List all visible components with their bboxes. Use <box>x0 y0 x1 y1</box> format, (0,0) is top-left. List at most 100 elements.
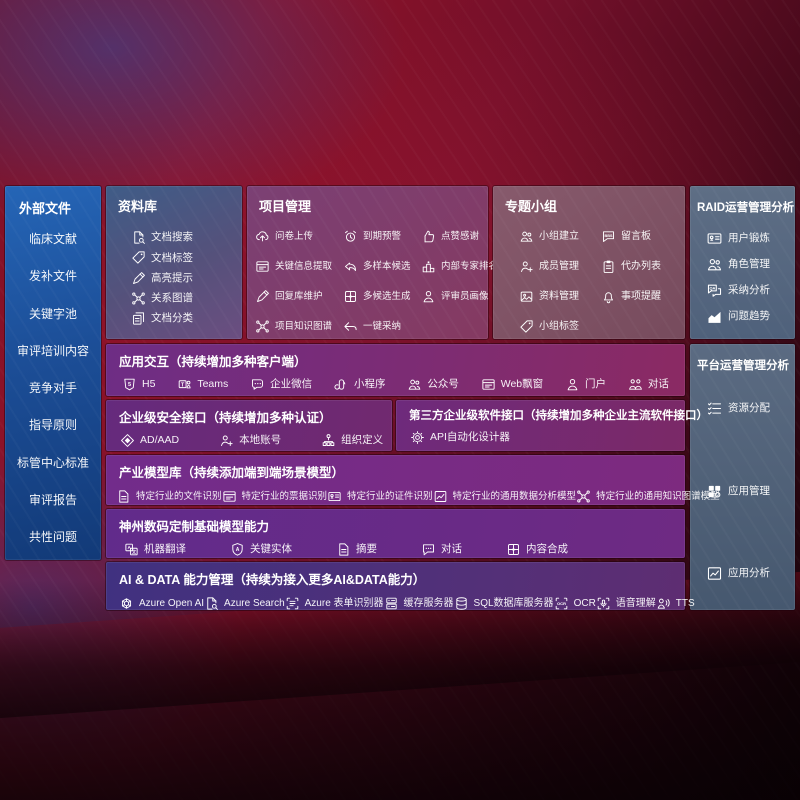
feature-item[interactable]: 语音理解 <box>596 596 656 611</box>
sidebar-item[interactable]: 关键字池 <box>29 307 77 321</box>
feature-item[interactable]: 多样本候选 <box>343 256 421 277</box>
feature-item[interactable]: 事项提醒 <box>601 286 683 307</box>
feature-item[interactable]: H5 <box>122 377 155 392</box>
feature-item[interactable]: OCR <box>554 596 596 611</box>
feature-item[interactable]: 文档标签 <box>131 250 242 265</box>
feature-item[interactable]: 评审员画像 <box>421 286 498 307</box>
third-party-items: API自动化设计器 <box>396 423 685 445</box>
sidebar-item[interactable]: 指导原则 <box>29 418 77 432</box>
feature-item[interactable]: 特定行业的证件识别 <box>327 489 433 504</box>
feature-label: 关键信息提取 <box>275 260 333 272</box>
feature-item[interactable]: 问题趋势 <box>706 308 795 325</box>
feature-label: 留言板 <box>621 230 651 242</box>
project-col-2: 到期预警多样本候选多候选生成一键采纳 <box>343 226 421 337</box>
feature-item[interactable]: TTS <box>656 596 695 611</box>
feature-label: Azure Search <box>224 597 285 609</box>
feature-item[interactable]: 应用分析 <box>706 565 795 582</box>
openai-icon <box>119 596 134 611</box>
feature-item[interactable]: 本地账号 <box>219 433 281 448</box>
feature-label: Web飘窗 <box>500 378 544 391</box>
feature-item[interactable]: 关系图谱 <box>131 291 242 306</box>
feature-label: 问卷上传 <box>275 230 314 242</box>
feature-item[interactable]: 一键采纳 <box>343 316 421 337</box>
feature-item[interactable]: 缓存服务器 <box>384 596 454 611</box>
feature-item[interactable]: 问卷上传 <box>255 226 343 247</box>
docs-icon <box>131 311 146 326</box>
feature-item[interactable]: Azure 表单识别器 <box>285 596 384 611</box>
feature-item[interactable]: 点赞感谢 <box>421 226 498 247</box>
feature-item[interactable]: 成员管理 <box>519 256 601 277</box>
feature-item[interactable]: 小程序 <box>334 377 386 392</box>
feature-item[interactable]: SQL数据库服务器 <box>454 596 554 611</box>
feature-item[interactable]: Web飘窗 <box>481 377 543 392</box>
sidebar-item[interactable]: 临床文献 <box>29 232 77 246</box>
feature-label: 回复库维护 <box>275 290 323 302</box>
feature-item[interactable]: 多候选生成 <box>343 286 421 307</box>
feature-item[interactable]: 特定行业的通用数据分析模型 <box>433 489 576 504</box>
feature-item[interactable]: 对话 <box>421 542 462 557</box>
feature-label: 文档搜索 <box>151 231 193 244</box>
topic-group-panel: 专题小组 小组建立 成员管理 资料管理 小组标签 留言板 代办列表 事项提醒 <box>493 186 685 339</box>
wechat-icon <box>250 377 265 392</box>
feature-item[interactable]: 文档分类 <box>131 311 242 326</box>
feature-item[interactable]: 内容合成 <box>506 542 568 557</box>
feature-label: 应用分析 <box>728 567 770 580</box>
feature-item[interactable]: 对话 <box>628 377 669 392</box>
feature-item[interactable]: 企业微信 <box>250 377 312 392</box>
feature-item[interactable]: 项目知识图谱 <box>255 316 343 337</box>
project-col-3: 点赞感谢内部专家排名 评审员画像 <box>421 226 498 337</box>
feature-item[interactable]: 门户 <box>565 377 606 392</box>
feature-item[interactable]: 特定行业的通用知识图谱模型 <box>576 489 720 504</box>
background-bottom-shade <box>0 580 800 800</box>
qa-icon <box>706 282 723 299</box>
feature-item[interactable]: 资源分配 <box>706 400 795 417</box>
sidebar-item[interactable]: 审评培训内容 <box>17 344 89 358</box>
feature-item[interactable]: 内部专家排名 <box>421 256 498 277</box>
feature-item[interactable]: 关键信息提取 <box>255 256 343 277</box>
list-icon <box>706 400 723 417</box>
feature-item[interactable]: 留言板 <box>601 226 683 247</box>
sidebar-item[interactable]: 竞争对手 <box>29 381 77 395</box>
gear-icon <box>410 430 425 445</box>
sidebar-item-label: 指导原则 <box>28 418 77 433</box>
feature-label: 高亮提示 <box>151 271 193 284</box>
feature-item[interactable]: 关键实体 <box>230 542 292 557</box>
sidebar-item[interactable]: 发补文件 <box>29 269 77 283</box>
app-interaction-row: 应用交互（持续增加多种客户端） H5 Teams 企业微信 小程序 公众号 Web飘窗 门户… <box>106 344 685 396</box>
feature-item[interactable]: 组织定义 <box>321 433 383 448</box>
sidebar-item-label: 发补文件 <box>28 269 77 284</box>
feature-label: 多候选生成 <box>363 290 411 302</box>
feature-item[interactable]: Azure Search <box>204 596 285 611</box>
sidebar-item[interactable]: 共性问题 <box>29 530 77 544</box>
feature-item[interactable]: 到期预警 <box>343 226 421 247</box>
feature-item[interactable]: 小组建立 <box>519 226 601 247</box>
feature-item[interactable]: 采纳分析 <box>706 282 795 299</box>
ocr-icon <box>554 596 569 611</box>
feature-item[interactable]: 回复库维护 <box>255 286 343 307</box>
feature-item[interactable]: 机器翻译 <box>124 542 186 557</box>
feature-item[interactable]: API自动化设计器 <box>410 430 510 445</box>
feature-item[interactable]: 高亮提示 <box>131 271 242 286</box>
sidebar-item[interactable]: 审评报告 <box>29 493 77 507</box>
feature-item[interactable]: 小组标签 <box>519 316 601 337</box>
industry-model-row: 产业模型库（持续添加端到端场景模型） 特定行业的文件识别 特定行业的票据识别 特定行… <box>106 455 720 505</box>
feature-item[interactable]: 应用管理 <box>706 483 795 500</box>
feature-label: TTS <box>675 597 695 609</box>
feature-item[interactable]: Teams <box>177 377 228 392</box>
feature-item[interactable]: Azure Open AI <box>119 596 204 611</box>
feature-item[interactable]: 代办列表 <box>601 256 683 277</box>
feature-label: 代办列表 <box>621 260 661 272</box>
sidebar-item[interactable]: 标管中心标准 <box>17 456 89 470</box>
feature-item[interactable]: 特定行业的票据识别 <box>222 489 327 504</box>
feature-item[interactable]: 用户锻炼 <box>706 230 795 247</box>
feature-label: Azure Open AI <box>139 597 205 609</box>
feature-item[interactable]: 资料管理 <box>519 286 601 307</box>
feature-item[interactable]: 特定行业的文件识别 <box>116 489 222 504</box>
feature-item[interactable]: 角色管理 <box>706 256 795 273</box>
base-model-items: 机器翻译 关键实体 摘要 对话 内容合成 <box>106 535 685 557</box>
feature-item[interactable]: 公众号 <box>407 377 459 392</box>
feature-item[interactable]: 文档搜索 <box>131 230 242 245</box>
feature-item[interactable]: 摘要 <box>336 542 377 557</box>
feature-item[interactable]: AD/AAD <box>120 433 179 448</box>
tts-icon <box>656 596 671 611</box>
